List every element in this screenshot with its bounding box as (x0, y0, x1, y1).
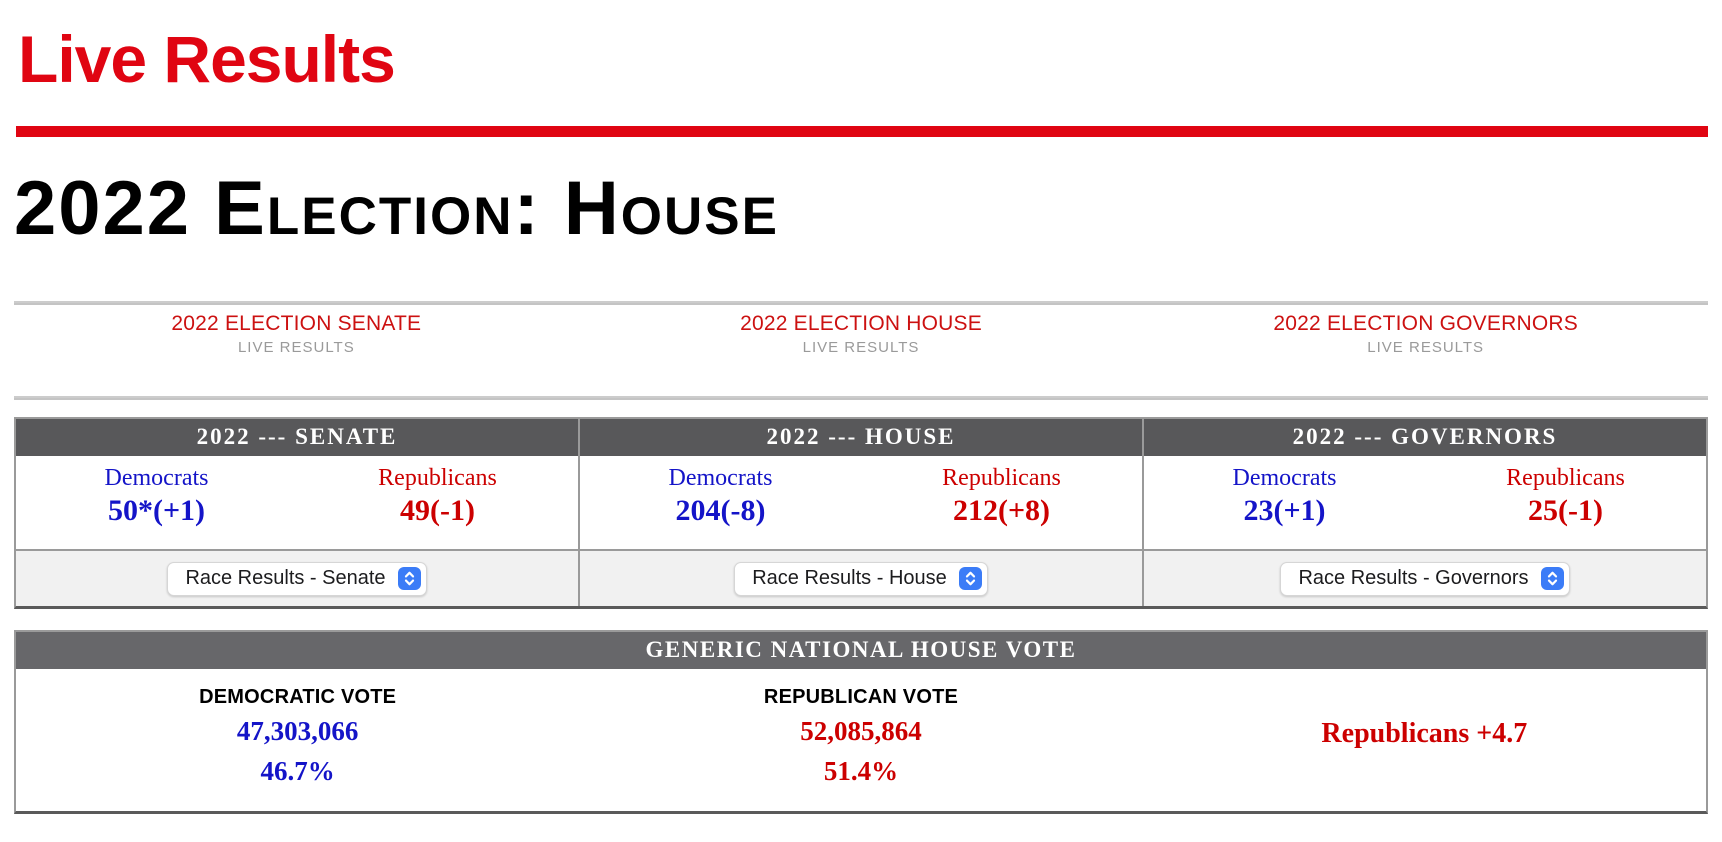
generic-democratic-column: DEMOCRATIC VOTE 47,303,066 46.7% (16, 686, 579, 787)
governors-republicans-label: Republicans (1506, 465, 1625, 491)
house-democrats-label: Democrats (668, 465, 773, 491)
nav-sublabel-governors: LIVE RESULTS (1367, 339, 1485, 356)
chevron-up-down-icon (958, 566, 982, 590)
race-results-select-governors-value: Race Results - Governors (1298, 566, 1529, 589)
race-results-select-senate-value: Race Results - Senate (185, 566, 386, 589)
generic-vote-table: GENERIC NATIONAL HOUSE VOTE DEMOCRATIC V… (14, 630, 1708, 814)
page-title: 2022 Election: House (14, 166, 779, 251)
nav-row: 2022 ELECTION SENATE LIVE RESULTS 2022 E… (14, 312, 1708, 356)
red-divider (16, 126, 1708, 137)
senate-republicans-label: Republicans (378, 465, 497, 491)
summary-header-house: 2022 --- HOUSE (580, 419, 1142, 456)
senate-democrats-cell: Democrats 50*(+1) (16, 456, 297, 549)
house-republicans-cell: Republicans 212(+8) (861, 456, 1142, 549)
nav-col-governors: 2022 ELECTION GOVERNORS LIVE RESULTS (1143, 312, 1708, 356)
chevron-up-down-icon (1540, 566, 1564, 590)
nav-col-senate: 2022 ELECTION SENATE LIVE RESULTS (14, 312, 579, 356)
nav-link-house[interactable]: 2022 ELECTION HOUSE (740, 312, 982, 335)
summary-header-governors: 2022 --- GOVERNORS (1144, 419, 1706, 456)
house-select-row: Race Results - House (580, 549, 1142, 606)
house-republicans-label: Republicans (942, 465, 1061, 491)
senate-republicans-cell: Republicans 49(-1) (297, 456, 578, 549)
senate-democrats-label: Democrats (104, 465, 209, 491)
nav-col-house: 2022 ELECTION HOUSE LIVE RESULTS (579, 312, 1144, 356)
race-results-select-house[interactable]: Race Results - House (734, 561, 988, 596)
governors-republicans-cell: Republicans 25(-1) (1425, 456, 1706, 549)
governors-democrats-value: 23(+1) (1243, 494, 1326, 527)
vote-margin-value: Republicans +4.7 (1321, 718, 1528, 749)
nav-sublabel-senate: LIVE RESULTS (237, 339, 355, 356)
senate-republicans-value: 49(-1) (400, 494, 475, 527)
generic-vote-header: GENERIC NATIONAL HOUSE VOTE (16, 632, 1706, 669)
democratic-vote-label: DEMOCRATIC VOTE (199, 686, 397, 708)
site-title: Live Results (18, 22, 396, 96)
house-republicans-value: 212(+8) (952, 494, 1051, 527)
republican-vote-percent: 51.4% (823, 756, 899, 786)
nav-link-governors[interactable]: 2022 ELECTION GOVERNORS (1273, 312, 1578, 335)
summary-col-senate: 2022 --- SENATE Democrats 50*(+1) Republ… (16, 419, 578, 606)
summary-stats-house: Democrats 204(-8) Republicans 212(+8) (580, 456, 1142, 549)
governors-democrats-label: Democrats (1232, 465, 1337, 491)
race-results-select-senate[interactable]: Race Results - Senate (167, 561, 427, 596)
generic-republican-column: REPUBLICAN VOTE 52,085,864 51.4% (579, 686, 1142, 787)
page: Live Results 2022 Election: House 2022 E… (0, 26, 1722, 814)
summary-header-senate: 2022 --- SENATE (16, 419, 578, 456)
nav-sublabel-house: LIVE RESULTS (802, 339, 920, 356)
chevron-up-down-icon (397, 566, 421, 590)
democratic-vote-percent: 46.7% (260, 756, 335, 786)
house-democrats-value: 204(-8) (675, 494, 766, 527)
summary-stats-senate: Democrats 50*(+1) Republicans 49(-1) (16, 456, 578, 549)
race-results-select-governors[interactable]: Race Results - Governors (1280, 561, 1570, 596)
governors-select-row: Race Results - Governors (1144, 549, 1706, 606)
summary-stats-governors: Democrats 23(+1) Republicans 25(-1) (1144, 456, 1706, 549)
summary-col-governors: 2022 --- GOVERNORS Democrats 23(+1) Repu… (1142, 419, 1706, 606)
senate-democrats-value: 50*(+1) (107, 494, 206, 527)
nav-link-senate[interactable]: 2022 ELECTION SENATE (171, 312, 422, 335)
generic-margin-column: Republicans +4.7 (1143, 686, 1706, 787)
summary-table: 2022 --- SENATE Democrats 50*(+1) Republ… (14, 417, 1708, 609)
house-democrats-cell: Democrats 204(-8) (580, 456, 861, 549)
generic-vote-body: DEMOCRATIC VOTE 47,303,066 46.7% REPUBLI… (16, 669, 1706, 811)
separator-top (14, 301, 1708, 305)
senate-select-row: Race Results - Senate (16, 549, 578, 606)
republican-vote-label: REPUBLICAN VOTE (763, 686, 959, 708)
democratic-vote-total: 47,303,066 (236, 716, 359, 746)
governors-republicans-value: 25(-1) (1528, 494, 1603, 527)
separator-bottom (14, 396, 1708, 400)
republican-vote-total: 52,085,864 (800, 716, 922, 746)
race-results-select-house-value: Race Results - House (752, 566, 947, 589)
governors-democrats-cell: Democrats 23(+1) (1144, 456, 1425, 549)
summary-col-house: 2022 --- HOUSE Democrats 204(-8) Republi… (578, 419, 1142, 606)
